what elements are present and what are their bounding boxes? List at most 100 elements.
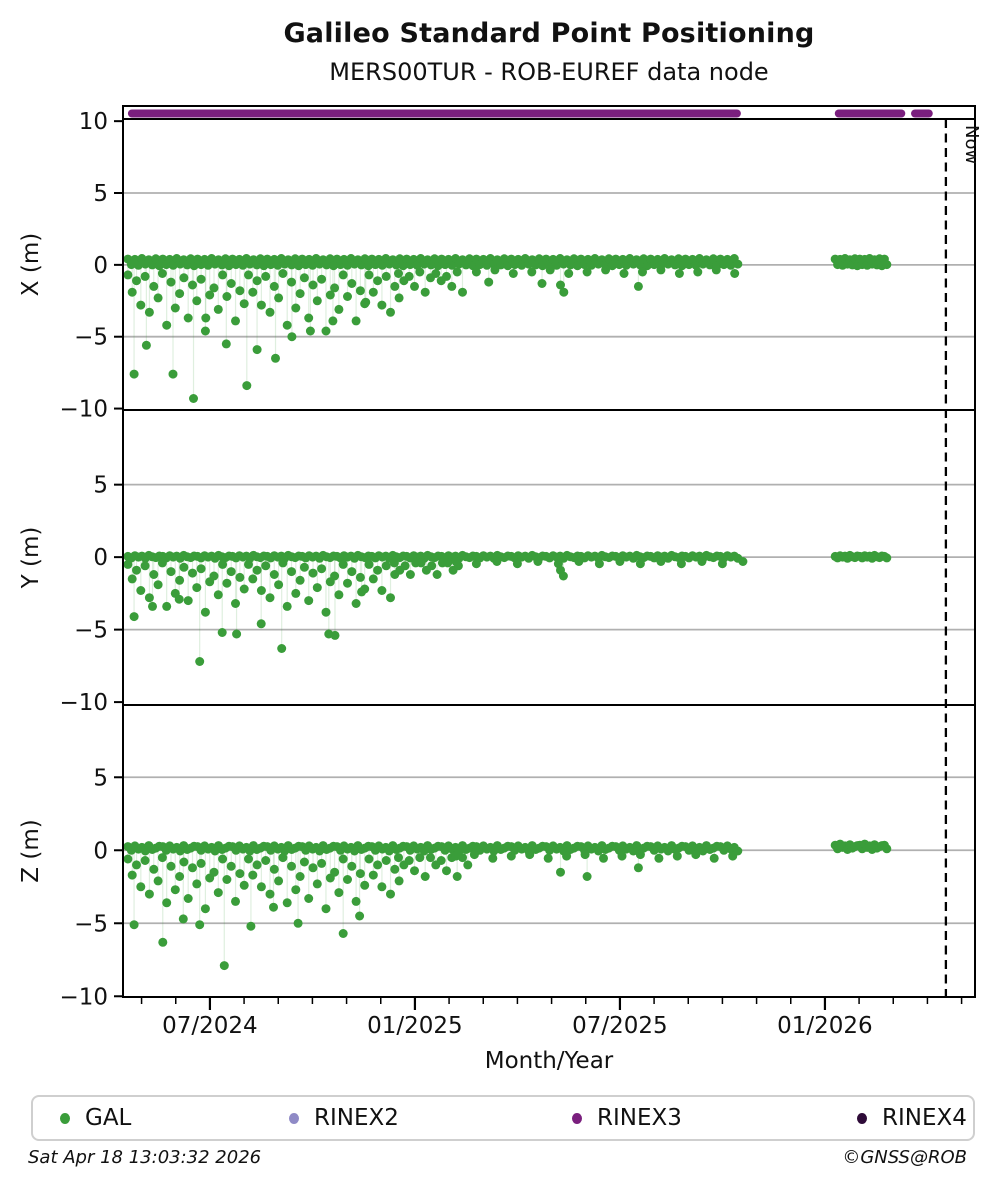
data-point-gal xyxy=(312,296,322,306)
data-point-gal xyxy=(140,856,150,865)
data-point-gal xyxy=(463,860,473,870)
data-point-gal xyxy=(709,853,719,863)
data-point-gal xyxy=(148,601,157,611)
y-tick-label: −5 xyxy=(74,618,108,644)
data-point-gal xyxy=(506,851,516,861)
data-point-gal xyxy=(278,558,288,568)
data-point-gal xyxy=(469,850,479,860)
data-point-gal xyxy=(338,929,348,938)
data-point-gal xyxy=(398,261,408,271)
data-point-gal xyxy=(351,316,361,326)
data-point-gal xyxy=(317,858,327,868)
availability-band-rinex3 xyxy=(127,109,741,118)
data-point-gal xyxy=(639,254,649,264)
legend-box: GAL RINEX2 RINEX3 RINEX4 xyxy=(31,1095,975,1141)
data-point-gal xyxy=(179,273,189,283)
data-point-gal xyxy=(490,265,500,275)
data-point-gal xyxy=(189,394,198,403)
data-point-gal xyxy=(347,861,357,871)
data-point-gal xyxy=(153,876,163,886)
data-point-gal xyxy=(248,574,258,584)
data-point-gal xyxy=(430,254,440,264)
legend-label: GAL xyxy=(85,1105,132,1131)
legend-item-gal: GAL xyxy=(60,1097,131,1139)
data-point-gal xyxy=(452,267,462,277)
data-point-gal xyxy=(360,254,370,264)
data-point-gal xyxy=(221,254,230,264)
data-point-gal xyxy=(141,340,151,350)
data-point-gal xyxy=(219,961,229,971)
legend-dot-rinex2 xyxy=(289,1112,299,1124)
data-point-gal xyxy=(338,270,348,280)
x-tick-label: 01/2025 xyxy=(367,1013,463,1039)
data-point-gal xyxy=(672,851,682,861)
data-point-gal xyxy=(415,267,425,277)
data-point-gal xyxy=(246,921,256,931)
y-tick-label: 0 xyxy=(93,545,108,571)
data-point-gal xyxy=(360,880,370,890)
data-point-gal xyxy=(244,270,253,280)
data-point-gal xyxy=(390,864,400,874)
data-point-gal xyxy=(693,267,703,277)
data-point-gal xyxy=(123,559,133,569)
data-point-gal xyxy=(676,559,686,569)
data-point-gal xyxy=(183,313,193,323)
data-point-gal xyxy=(386,593,395,603)
data-point-gal xyxy=(299,562,309,572)
data-point-gal xyxy=(697,557,707,566)
data-point-gal xyxy=(261,561,271,571)
data-point-gal xyxy=(343,875,352,884)
data-point-gal xyxy=(394,293,404,303)
data-point-gal xyxy=(527,267,537,277)
data-point-gal xyxy=(290,254,300,264)
data-point-gal xyxy=(255,254,265,264)
data-point-gal xyxy=(386,307,395,317)
data-point-gal xyxy=(291,303,301,313)
data-point-gal xyxy=(209,867,219,877)
data-point-gal xyxy=(200,904,210,914)
data-point-gal xyxy=(153,580,163,590)
data-point-gal xyxy=(149,864,159,874)
data-point-gal xyxy=(426,853,435,863)
data-point-gal xyxy=(295,289,305,299)
data-point-gal xyxy=(277,644,287,653)
data-point-gal xyxy=(338,559,348,569)
data-point-gal xyxy=(321,904,331,914)
data-point-gal xyxy=(882,844,892,854)
data-point-gal xyxy=(368,870,378,880)
data-point-gal xyxy=(537,279,547,288)
data-point-gal xyxy=(287,567,296,577)
data-point-gal xyxy=(189,261,199,271)
data-point-gal xyxy=(256,586,266,595)
data-point-gal xyxy=(508,269,518,278)
data-point-gal xyxy=(312,583,322,593)
data-point-gal xyxy=(503,261,513,271)
data-point-gal xyxy=(416,558,426,568)
data-point-gal xyxy=(338,854,348,864)
data-point-gal xyxy=(235,286,245,296)
data-point-gal xyxy=(174,594,184,604)
data-point-gal xyxy=(442,866,451,876)
legend-item-rinex3: RINEX3 xyxy=(572,1097,682,1139)
data-point-gal xyxy=(259,261,269,271)
data-point-gal xyxy=(129,920,139,930)
data-point-gal xyxy=(305,326,315,336)
data-point-gal xyxy=(355,911,365,921)
data-point-gal xyxy=(192,296,202,306)
data-point-gal xyxy=(179,562,189,572)
y-axis-label: X (m) xyxy=(18,233,44,296)
data-point-gal xyxy=(351,896,361,906)
data-point-gal xyxy=(381,271,391,281)
availability-band-rinex3 xyxy=(911,109,933,118)
data-point-gal xyxy=(730,269,740,278)
data-point-gal xyxy=(209,283,219,293)
legend-label: RINEX4 xyxy=(882,1105,967,1131)
data-point-gal xyxy=(538,261,548,271)
data-point-gal xyxy=(451,851,461,861)
data-point-gal xyxy=(471,267,481,277)
data-point-gal xyxy=(381,561,391,571)
data-point-gal xyxy=(381,856,391,865)
data-point-gal xyxy=(355,572,365,582)
data-point-gal xyxy=(274,876,284,886)
data-point-gal xyxy=(351,599,361,608)
